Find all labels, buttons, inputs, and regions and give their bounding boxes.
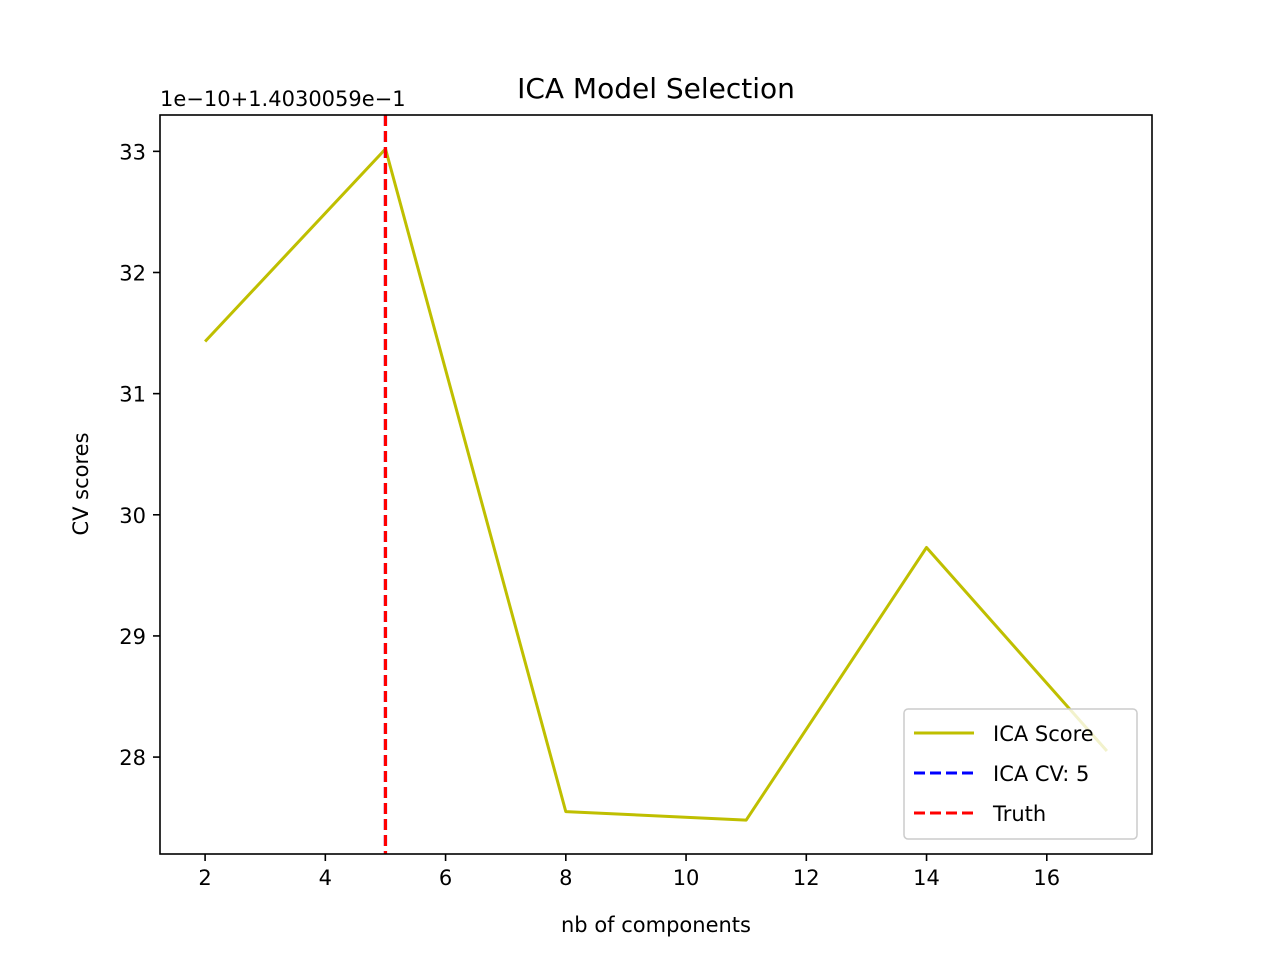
y-axis-ticks: 28 29 30 31 32 33 xyxy=(119,140,160,770)
x-axis-ticks: 2 4 6 8 10 12 14 16 xyxy=(198,854,1060,890)
x-tick-label: 14 xyxy=(913,866,940,890)
plot-frame xyxy=(159,114,1153,855)
y-tick-label: 30 xyxy=(119,504,146,528)
x-tick-label: 10 xyxy=(673,866,700,890)
x-tick-label: 12 xyxy=(793,866,820,890)
legend-label-2: Truth xyxy=(992,802,1046,826)
y-tick-label: 32 xyxy=(119,261,146,285)
y-tick-label: 31 xyxy=(119,383,146,407)
series-layer xyxy=(204,147,1109,822)
y-axis-label: CV scores xyxy=(69,432,93,535)
chart-title: ICA Model Selection xyxy=(517,72,795,105)
y-tick-label: 33 xyxy=(119,140,146,164)
x-axis-label: nb of components xyxy=(561,913,751,937)
legend-label-0: ICA Score xyxy=(993,722,1094,746)
legend: ICA Score ICA CV: 5 Truth xyxy=(903,708,1138,840)
y-tick-label: 29 xyxy=(119,625,146,649)
x-tick-label: 2 xyxy=(198,866,211,890)
x-tick-label: 4 xyxy=(319,866,332,890)
y-offset-label: 1e−10+1.4030059e−1 xyxy=(160,87,406,111)
x-tick-label: 8 xyxy=(559,866,572,890)
x-tick-label: 6 xyxy=(439,866,452,890)
legend-box xyxy=(903,708,1138,840)
legend-label-1: ICA CV: 5 xyxy=(993,762,1089,786)
x-tick-label: 16 xyxy=(1033,866,1060,890)
series-line-0 xyxy=(204,147,1109,822)
y-tick-label: 28 xyxy=(119,746,146,770)
